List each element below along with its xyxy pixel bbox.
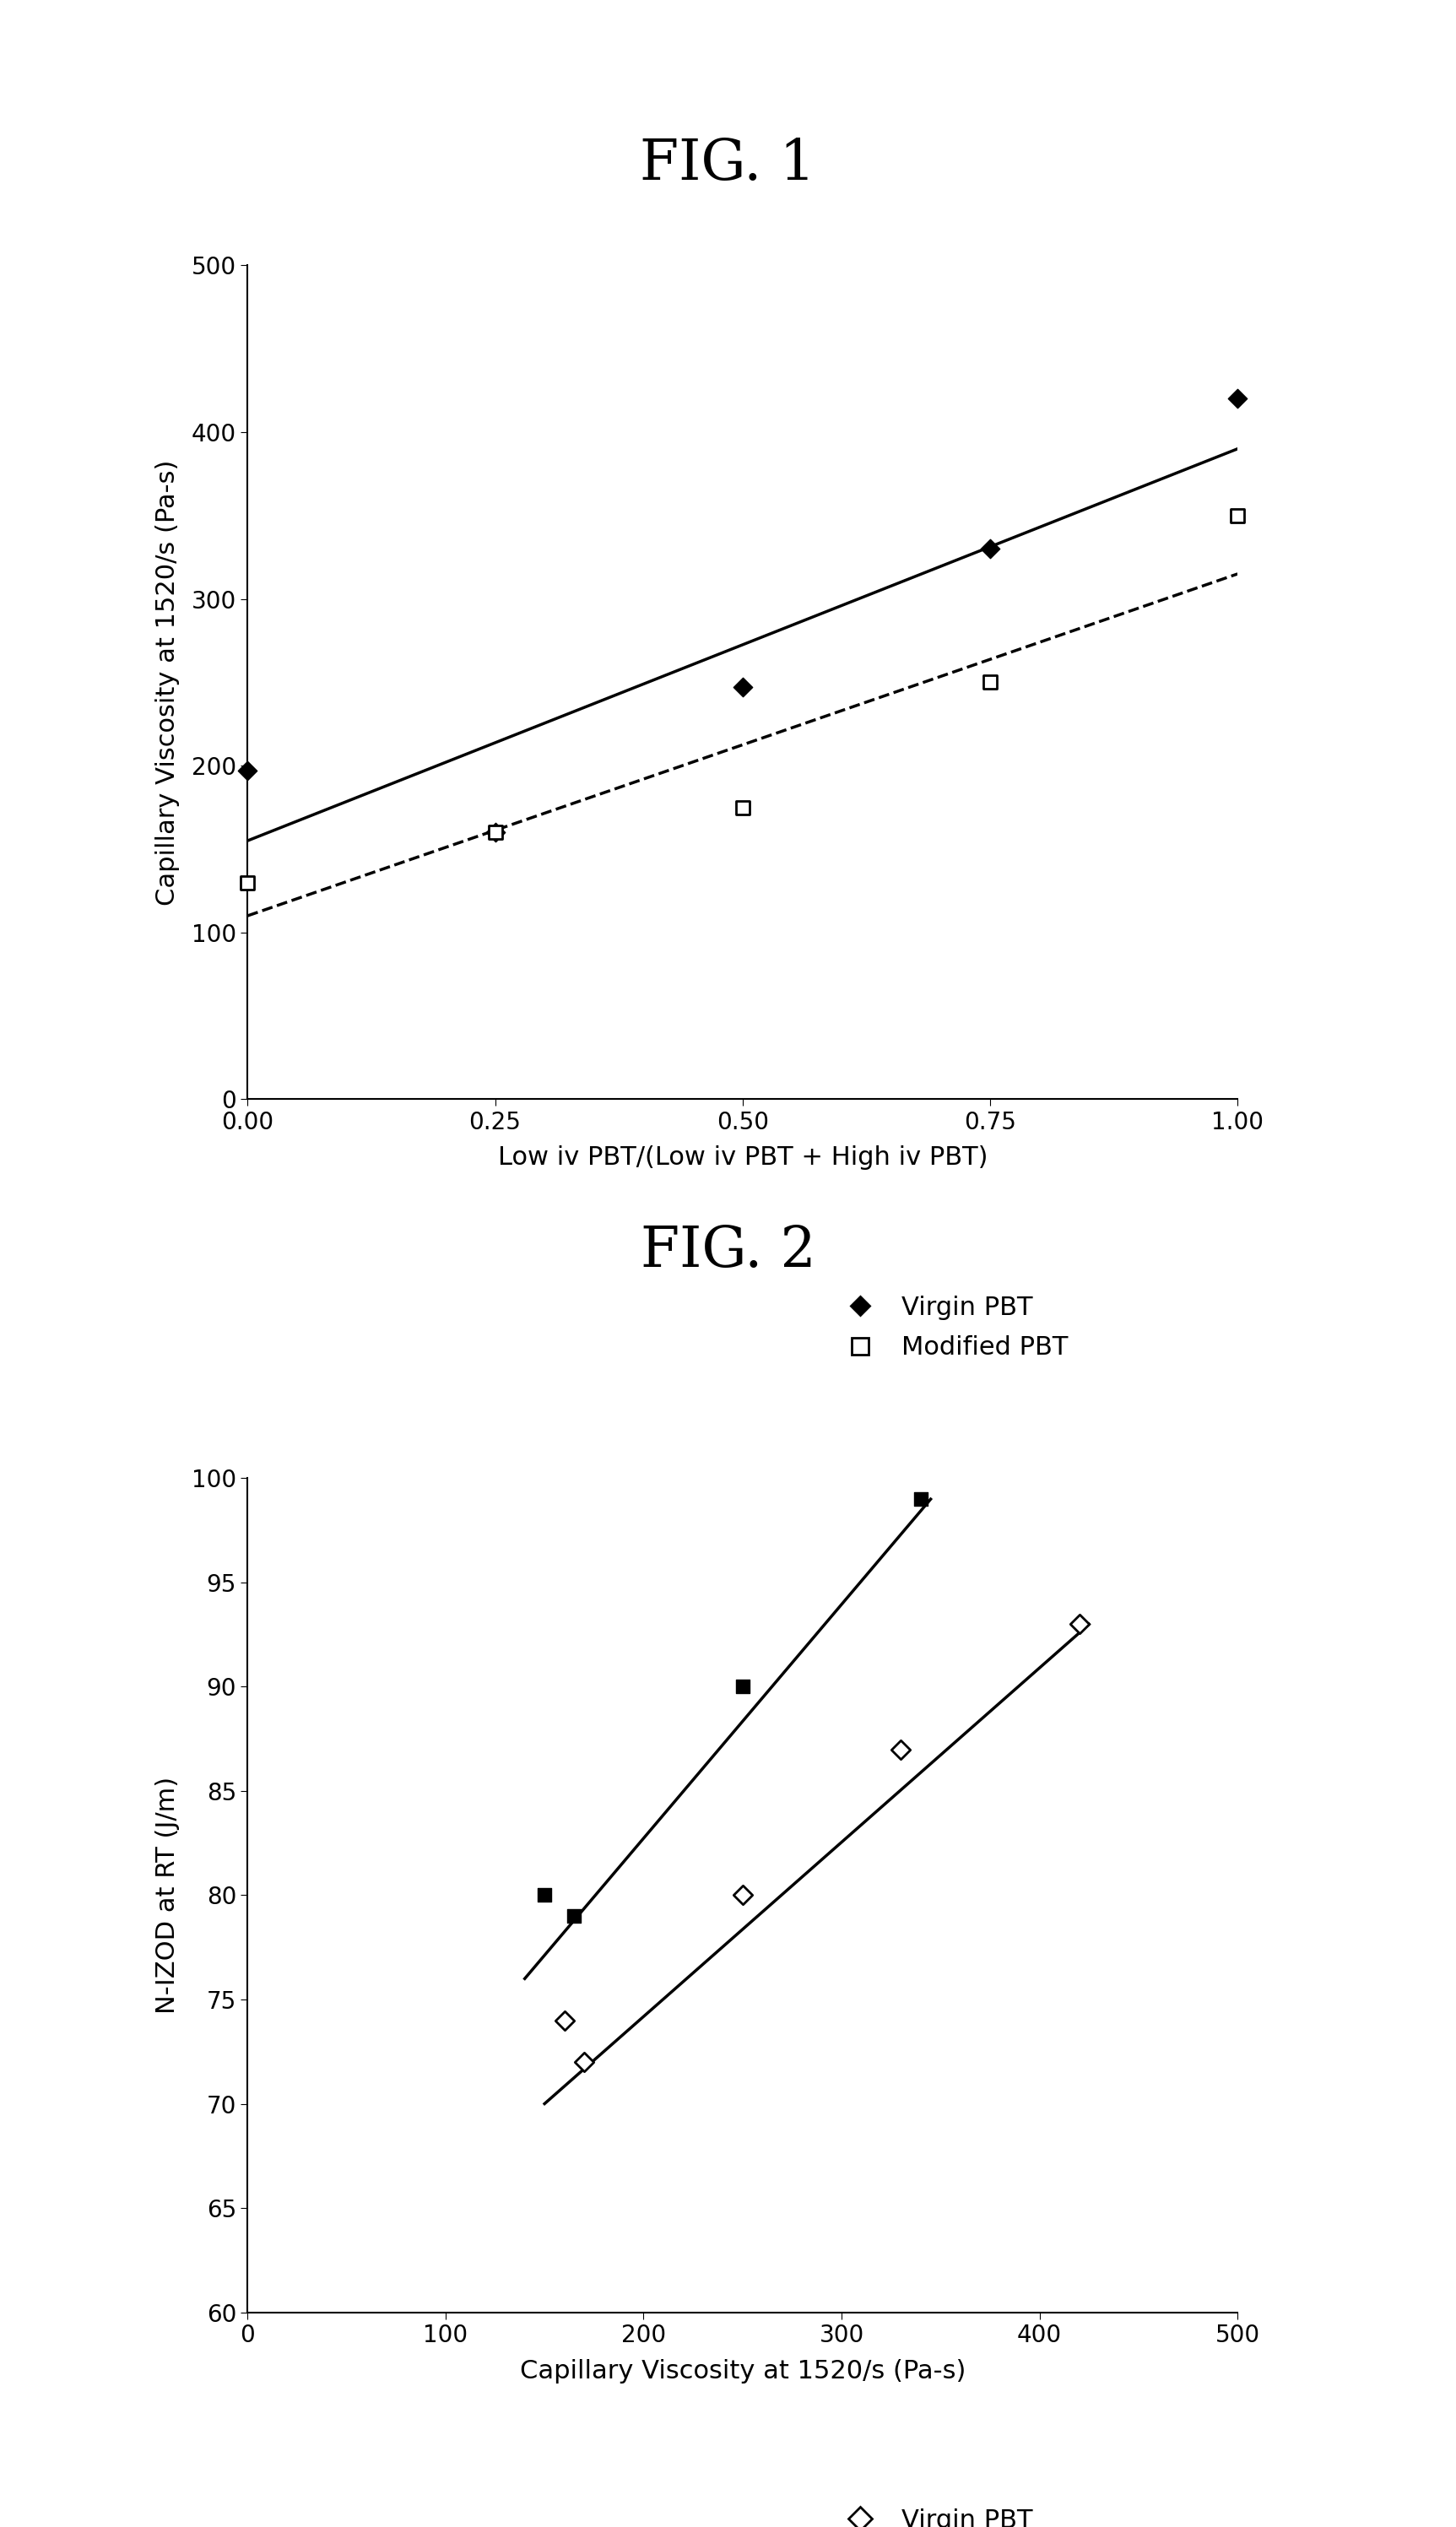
Text: FIG. 2: FIG. 2 — [641, 1223, 815, 1279]
Point — [236, 751, 259, 791]
Legend: Virgin PBT, Modified PBT: Virgin PBT, Modified PBT — [834, 1296, 1069, 1360]
Point — [533, 1875, 556, 1915]
Point — [236, 862, 259, 902]
Point — [890, 1728, 913, 1769]
Point — [731, 788, 754, 829]
Point — [978, 662, 1002, 703]
Point — [1226, 379, 1249, 419]
Point — [1067, 1605, 1091, 1645]
Point — [483, 811, 507, 852]
Y-axis label: N-IZOD at RT (J/m): N-IZOD at RT (J/m) — [156, 1776, 181, 2014]
Point — [909, 1478, 932, 1519]
X-axis label: Low iv PBT/(Low iv PBT + High iv PBT): Low iv PBT/(Low iv PBT + High iv PBT) — [498, 1145, 987, 1170]
Point — [483, 811, 507, 852]
X-axis label: Capillary Viscosity at 1520/s (Pa-s): Capillary Viscosity at 1520/s (Pa-s) — [520, 2358, 965, 2383]
Point — [572, 2042, 596, 2082]
Legend: Virgin PBT, Modified PBT: Virgin PBT, Modified PBT — [834, 2509, 1069, 2527]
Point — [1226, 495, 1249, 536]
Point — [978, 528, 1002, 569]
Text: FIG. 1: FIG. 1 — [641, 136, 815, 192]
Point — [731, 667, 754, 708]
Point — [553, 1999, 577, 2039]
Point — [731, 1665, 754, 1706]
Point — [731, 1875, 754, 1915]
Point — [562, 1895, 585, 1936]
Y-axis label: Capillary Viscosity at 1520/s (Pa-s): Capillary Viscosity at 1520/s (Pa-s) — [156, 460, 179, 905]
